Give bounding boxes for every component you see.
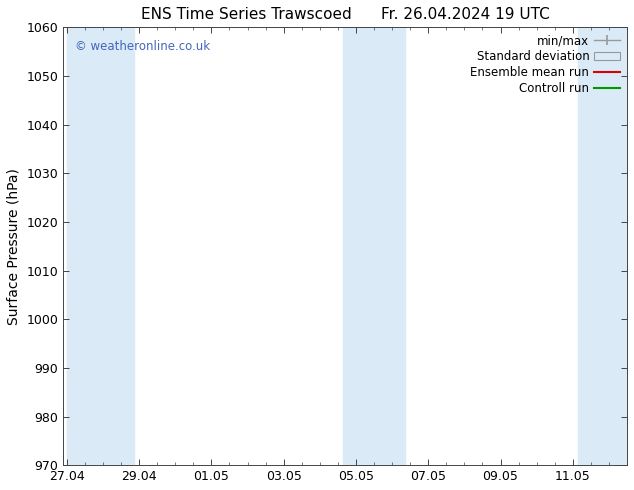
Bar (578, 27, 627, 465)
Legend: min/max, Standard deviation, Ensemble mean run, Controll run: min/max, Standard deviation, Ensemble me… (466, 29, 624, 100)
Text: © weatheronline.co.uk: © weatheronline.co.uk (75, 40, 210, 53)
Bar (344, 27, 404, 465)
Y-axis label: Surface Pressure (hPa): Surface Pressure (hPa) (7, 168, 21, 325)
Bar (67, 27, 134, 465)
Title: ENS Time Series Trawscoed      Fr. 26.04.2024 19 UTC: ENS Time Series Trawscoed Fr. 26.04.2024… (141, 7, 550, 22)
